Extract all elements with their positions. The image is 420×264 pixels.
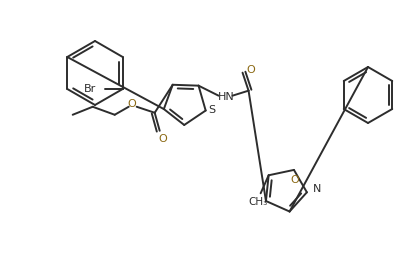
Text: Br: Br [84, 84, 96, 94]
Text: O: O [291, 175, 299, 185]
Text: S: S [208, 105, 215, 115]
Text: HN: HN [218, 92, 235, 102]
Text: O: O [158, 134, 167, 144]
Text: CH₃: CH₃ [248, 197, 267, 207]
Text: O: O [127, 99, 136, 109]
Text: O: O [246, 65, 255, 75]
Text: N: N [313, 184, 321, 194]
